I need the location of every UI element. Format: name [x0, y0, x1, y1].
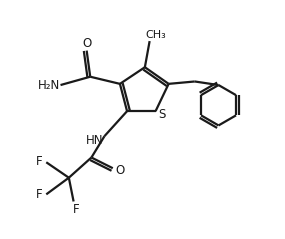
- Text: F: F: [73, 203, 79, 216]
- Text: F: F: [36, 155, 43, 168]
- Text: HN: HN: [86, 134, 104, 147]
- Text: CH₃: CH₃: [145, 30, 166, 40]
- Text: F: F: [36, 188, 43, 201]
- Text: O: O: [115, 164, 125, 177]
- Text: S: S: [158, 108, 165, 121]
- Text: O: O: [82, 37, 91, 50]
- Text: H₂N: H₂N: [38, 79, 60, 92]
